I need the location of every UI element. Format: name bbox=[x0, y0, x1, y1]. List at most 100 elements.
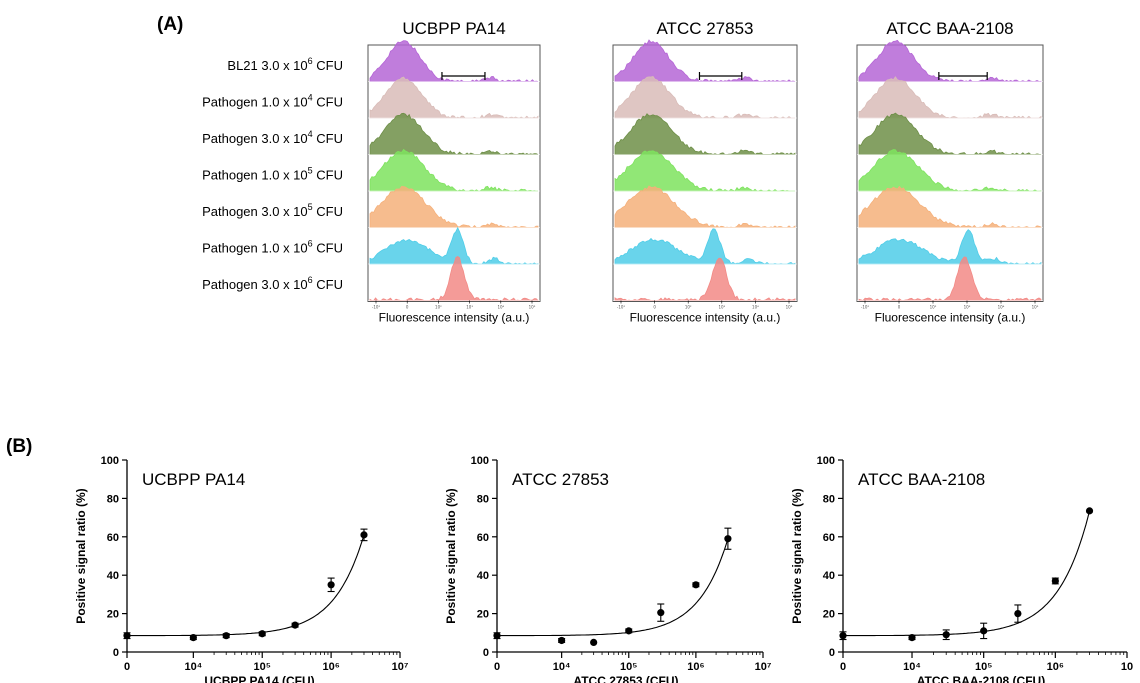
x-tick-label: 10⁵ bbox=[975, 661, 992, 673]
row-label-unit: CFU bbox=[313, 204, 343, 219]
histogram-panel: ATCC BAA-2108 -10² 0 10² 10³ 10⁴ 10⁵ Fluorescen… bbox=[856, 19, 1044, 325]
histogram-tick-label: 10⁵ bbox=[529, 305, 536, 310]
curve-title: UCBPP PA14 bbox=[142, 470, 245, 489]
y-tick-label: 80 bbox=[823, 493, 835, 505]
histogram-title: ATCC BAA-2108 bbox=[886, 19, 1013, 38]
row-label: Pathogen 3.0 x 104 CFU bbox=[202, 129, 343, 146]
data-point bbox=[657, 609, 665, 617]
data-point bbox=[258, 630, 266, 638]
data-point bbox=[291, 621, 299, 629]
histogram-tick-label: 0 bbox=[898, 305, 901, 310]
histogram-trace bbox=[614, 150, 795, 192]
gate-bar bbox=[698, 72, 743, 80]
histogram-tick-label: -10² bbox=[372, 305, 381, 310]
x-axis-title: UCBPP PA14 (CFU) bbox=[204, 674, 314, 683]
histogram-tick-label: 10⁴ bbox=[998, 305, 1005, 310]
y-tick-label: 60 bbox=[823, 532, 835, 544]
histogram-xlabel: Fluorescence intensity (a.u.) bbox=[875, 311, 1026, 325]
row-label-exponent: 5 bbox=[308, 202, 313, 212]
row-label: Pathogen 1.0 x 104 CFU bbox=[202, 93, 343, 110]
data-point bbox=[327, 581, 335, 589]
x-tick-label: 10 bbox=[1121, 661, 1133, 673]
x-tick-label: 0 bbox=[124, 661, 130, 673]
histogram-tick-label: 10⁴ bbox=[752, 305, 759, 310]
histogram-tick-label: 10² bbox=[685, 305, 692, 310]
x-axis-title: ATCC 27853 (CFU) bbox=[573, 674, 678, 683]
data-point bbox=[1014, 610, 1022, 618]
histogram-tick-label: 10⁵ bbox=[1032, 305, 1039, 310]
y-axis-title: Positive signal ratio (%) bbox=[790, 488, 804, 623]
fit-curve bbox=[843, 510, 1091, 637]
histogram-xlabel: Fluorescence intensity (a.u.) bbox=[379, 311, 530, 325]
histogram-trace bbox=[614, 113, 796, 156]
histogram-trace bbox=[369, 40, 539, 83]
histogram-trace bbox=[614, 257, 796, 302]
histogram-trace bbox=[858, 112, 1042, 156]
gate-bar bbox=[441, 72, 486, 80]
histogram-trace bbox=[858, 76, 1042, 119]
row-label: Pathogen 1.0 x 106 CFU bbox=[202, 239, 343, 256]
row-label-exponent: 6 bbox=[308, 275, 313, 285]
gate-bar bbox=[938, 72, 988, 80]
x-tick-label: 10⁶ bbox=[322, 661, 339, 673]
x-axis-title: ATCC BAA-2108 (CFU) bbox=[917, 674, 1045, 683]
histogram-trace bbox=[369, 112, 539, 156]
histogram-trace bbox=[369, 76, 539, 119]
histogram-trace bbox=[369, 148, 538, 192]
data-point bbox=[908, 634, 916, 642]
histogram-tick-label: -10² bbox=[617, 305, 626, 310]
x-tick-label: 0 bbox=[840, 661, 846, 673]
histogram-trace bbox=[614, 228, 796, 265]
histogram-title: UCBPP PA14 bbox=[402, 19, 505, 38]
histogram-tick-label: 10³ bbox=[466, 305, 473, 310]
histogram-trace bbox=[369, 256, 539, 302]
y-tick-label: 20 bbox=[107, 609, 119, 621]
histogram-trace bbox=[858, 185, 1042, 229]
histogram-tick-label: 10³ bbox=[964, 305, 971, 310]
histogram-tick-label: -10² bbox=[861, 305, 870, 310]
data-point bbox=[839, 632, 847, 640]
y-tick-label: 0 bbox=[483, 647, 489, 659]
y-tick-label: 100 bbox=[817, 455, 835, 467]
x-tick-label: 10⁷ bbox=[755, 661, 772, 673]
data-point bbox=[724, 535, 732, 543]
histogram-trace bbox=[858, 149, 1042, 192]
curve-chart: 0 20 40 60 80 100 Positive signal ratio (%) 0 10… bbox=[74, 455, 409, 683]
y-axis-title: Positive signal ratio (%) bbox=[444, 488, 458, 623]
row-label: BL21 3.0 x 106 CFU bbox=[227, 56, 343, 73]
y-tick-label: 100 bbox=[101, 455, 119, 467]
row-label-prefix: BL21 3.0 x 10 bbox=[227, 58, 307, 73]
x-tick-label: 10⁶ bbox=[1047, 661, 1064, 673]
histogram-trace bbox=[369, 185, 539, 228]
histogram-tick-label: 10³ bbox=[718, 305, 725, 310]
y-tick-label: 60 bbox=[477, 532, 489, 544]
histogram-title: ATCC 27853 bbox=[656, 19, 753, 38]
y-tick-label: 100 bbox=[471, 455, 489, 467]
histogram-xlabel: Fluorescence intensity (a.u.) bbox=[630, 311, 781, 325]
row-label-prefix: Pathogen 3.0 x 10 bbox=[202, 204, 308, 219]
data-point bbox=[493, 632, 501, 640]
histogram-tick-label: 10⁵ bbox=[786, 305, 793, 310]
y-tick-label: 40 bbox=[107, 570, 119, 582]
histogram-tick-label: 10² bbox=[435, 305, 442, 310]
row-label-unit: CFU bbox=[313, 58, 343, 73]
row-label-exponent: 4 bbox=[308, 93, 313, 103]
histogram-trace bbox=[369, 226, 539, 265]
data-point bbox=[590, 638, 598, 647]
row-label-prefix: Pathogen 1.0 x 10 bbox=[202, 95, 308, 110]
curve-chart: 0 20 40 60 80 100 Positive signal ratio (%) 0 10… bbox=[444, 455, 772, 683]
histogram-trace bbox=[614, 76, 795, 119]
data-point bbox=[942, 631, 950, 639]
x-tick-label: 0 bbox=[494, 661, 500, 673]
y-tick-label: 60 bbox=[107, 532, 119, 544]
histogram-frame bbox=[367, 44, 541, 302]
row-label-unit: CFU bbox=[313, 241, 343, 256]
histogram-trace bbox=[614, 185, 796, 229]
y-tick-label: 40 bbox=[823, 570, 835, 582]
x-tick-label: 10⁵ bbox=[254, 661, 271, 673]
x-tick-label: 10⁴ bbox=[553, 661, 571, 673]
curve-chart: 0 20 40 60 80 100 Positive signal ratio (%) 0 10… bbox=[790, 455, 1133, 683]
histogram-trace bbox=[858, 39, 1042, 82]
